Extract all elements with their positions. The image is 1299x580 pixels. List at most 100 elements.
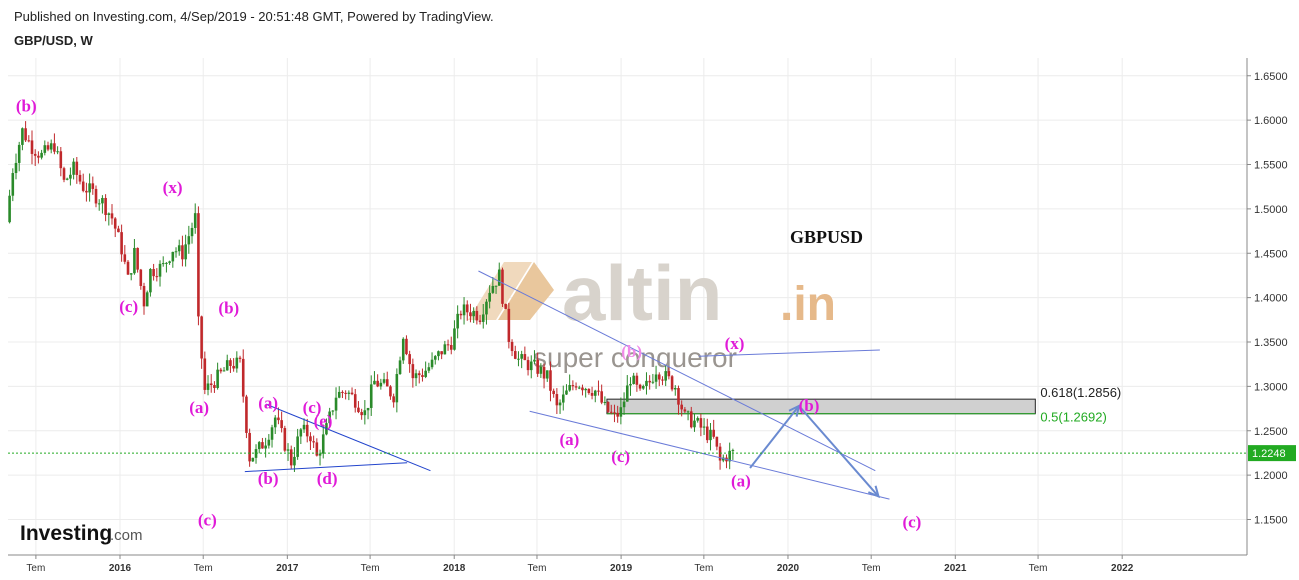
candle-up xyxy=(69,174,72,179)
wave-label: (c) xyxy=(611,447,630,466)
watermark-suffix-text: .in xyxy=(780,278,836,331)
candle-up xyxy=(645,380,648,387)
candle-up xyxy=(664,371,667,381)
candle-up xyxy=(731,450,735,452)
candle-down xyxy=(609,411,613,413)
candle-up xyxy=(363,410,367,416)
fib-retracement-zone xyxy=(606,398,1036,415)
candle-down xyxy=(91,183,95,189)
candle-down xyxy=(616,412,619,417)
candle-down xyxy=(203,358,207,390)
candle-up xyxy=(286,449,290,451)
candle-up xyxy=(414,373,418,379)
candle-up xyxy=(453,328,456,350)
candle-down xyxy=(648,380,651,383)
y-tick-label: 1.6000 xyxy=(1254,115,1288,127)
candle-up xyxy=(577,387,581,389)
candle-down xyxy=(78,174,82,182)
current-price-badge xyxy=(1248,445,1296,462)
x-tick-label: Tem xyxy=(26,563,45,574)
candle-up xyxy=(72,161,75,175)
trend-line xyxy=(265,403,431,472)
candle-down xyxy=(181,245,184,260)
candle-up xyxy=(264,445,267,449)
candle-down xyxy=(142,285,146,307)
candle-up xyxy=(302,424,306,430)
candle-up xyxy=(331,410,335,412)
wave-labels: (b)(x)(c) (b)(a)(c)(a)(b)(c)(e)(d)(b) (x)(… xyxy=(16,96,921,531)
candle-down xyxy=(24,128,27,141)
candle-down xyxy=(475,310,479,321)
candle-down xyxy=(392,396,395,403)
candle-down xyxy=(277,417,280,421)
fib-zone: 0.618(1.2856) 0.5(1.2692) xyxy=(606,385,1121,425)
candle-down xyxy=(581,387,584,391)
trend-lines xyxy=(244,270,890,500)
investing-logo: Investing .com xyxy=(20,522,143,545)
wave-label: (a) xyxy=(731,472,751,491)
candles xyxy=(8,121,735,472)
candle-down xyxy=(85,190,88,193)
candle-down xyxy=(385,379,389,387)
candle-up xyxy=(696,418,699,421)
candle-down xyxy=(104,197,107,215)
candle-up xyxy=(603,402,607,404)
candle-up xyxy=(398,360,402,375)
candle-down xyxy=(501,269,504,304)
candle-down xyxy=(699,418,703,428)
candle-up xyxy=(709,429,712,441)
candle-up xyxy=(629,383,632,386)
candle-down xyxy=(126,261,130,275)
candle-up xyxy=(497,269,501,286)
candle-up xyxy=(165,262,168,264)
candle-down xyxy=(411,364,415,379)
candle-down xyxy=(62,168,66,180)
fib-level-label: 0.618(1.2856) xyxy=(1040,385,1121,400)
candle-up xyxy=(379,382,383,387)
x-tick-label: 2016 xyxy=(109,563,132,574)
candle-up xyxy=(369,384,373,408)
candle-up xyxy=(56,151,59,153)
candle-up xyxy=(65,178,69,180)
candle-up xyxy=(171,251,175,262)
candle-up xyxy=(494,285,498,287)
trend-line xyxy=(244,462,408,473)
y-tick-label: 1.4500 xyxy=(1254,248,1288,260)
candle-down xyxy=(590,393,594,396)
wave-label: (a) xyxy=(258,394,278,413)
candle-up xyxy=(267,439,271,446)
candle-up xyxy=(529,361,533,371)
candle-down xyxy=(315,442,319,456)
candle-up xyxy=(216,369,219,388)
candle-up xyxy=(40,152,43,158)
candle-down xyxy=(360,412,363,416)
candle-down xyxy=(389,386,392,397)
candle-down xyxy=(283,428,287,451)
candle-up xyxy=(101,197,104,204)
candle-up xyxy=(619,407,623,417)
candle-up xyxy=(225,360,229,371)
x-tick-label: Tem xyxy=(862,563,881,574)
candle-down xyxy=(689,411,693,428)
wave-label: (c) xyxy=(119,297,138,316)
candle-up xyxy=(193,213,197,228)
candle-down xyxy=(549,370,552,391)
candle-up xyxy=(222,370,226,372)
candle-up xyxy=(107,213,111,215)
candle-down xyxy=(510,341,514,352)
candle-down xyxy=(536,359,539,374)
projection-arrow-line xyxy=(798,405,880,498)
candle-up xyxy=(88,183,91,193)
candle-up xyxy=(654,374,658,382)
candle-down xyxy=(587,388,591,394)
candle-up xyxy=(728,450,731,462)
candle-down xyxy=(613,412,616,414)
candle-up xyxy=(424,370,427,377)
candle-down xyxy=(37,155,40,158)
candle-down xyxy=(30,140,34,154)
wave-label: (b) xyxy=(799,396,820,415)
candle-down xyxy=(238,357,242,359)
candle-up xyxy=(443,344,447,355)
candle-up xyxy=(366,407,370,411)
